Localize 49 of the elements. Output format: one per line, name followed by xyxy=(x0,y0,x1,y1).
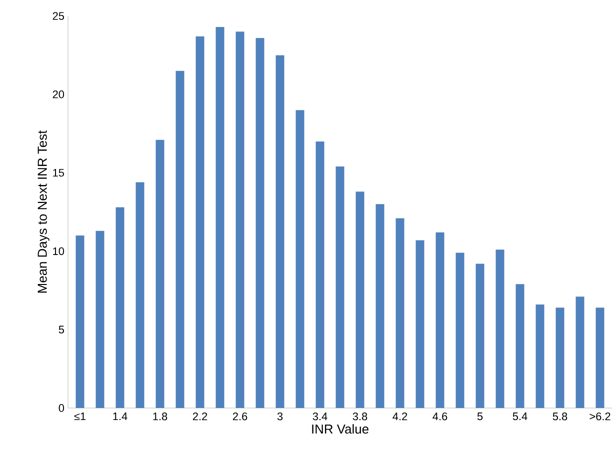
x-tick-label: 2.2 xyxy=(192,412,208,420)
x-tick-label: 3.8 xyxy=(352,412,368,420)
y-tick-label: 5 xyxy=(58,326,64,334)
bar xyxy=(376,204,384,408)
x-tick-label: 4.6 xyxy=(432,412,448,420)
x-tick-label: 3.4 xyxy=(312,412,328,420)
bar xyxy=(596,308,604,408)
y-tick-label: 20 xyxy=(52,90,64,98)
bar xyxy=(196,36,204,408)
x-tick-label: 2.6 xyxy=(232,412,248,420)
bar xyxy=(136,182,144,408)
bar xyxy=(516,284,524,408)
x-tick-label: 5.8 xyxy=(552,412,568,420)
x-tick-label: >6.2 xyxy=(590,412,610,420)
bar xyxy=(336,166,344,408)
bar xyxy=(296,110,304,408)
x-tick-label: 1.8 xyxy=(153,412,168,420)
bar xyxy=(556,308,564,408)
bar xyxy=(176,70,184,408)
x-tick-label: 1.4 xyxy=(113,412,128,420)
y-axis-title: Mean Days to Next INR Test xyxy=(38,130,50,293)
bar xyxy=(156,140,164,408)
x-axis-title: INR Value xyxy=(312,424,368,434)
bar xyxy=(416,240,424,408)
x-tick-label: 5 xyxy=(477,412,483,420)
x-tick-label: 5.4 xyxy=(512,412,528,420)
x-tick-label: 4.2 xyxy=(392,412,408,420)
bar xyxy=(436,232,444,408)
bar xyxy=(216,26,224,408)
bar xyxy=(96,230,104,408)
bar xyxy=(576,296,584,408)
y-tick-label: 25 xyxy=(52,12,64,20)
y-tick-label: 10 xyxy=(53,247,64,256)
bar xyxy=(316,141,324,408)
bar xyxy=(76,236,84,408)
bar xyxy=(476,264,484,408)
bar xyxy=(456,252,464,408)
y-tick-label: 0 xyxy=(58,404,64,412)
bar xyxy=(256,38,264,408)
x-tick-label: 3 xyxy=(277,412,283,420)
bar xyxy=(396,218,404,408)
bar xyxy=(536,304,544,408)
bar xyxy=(356,192,364,408)
bar xyxy=(276,55,284,408)
bar xyxy=(116,207,124,408)
bar xyxy=(236,32,244,408)
x-tick-label: ≤1 xyxy=(74,412,86,420)
y-tick-label: 15 xyxy=(53,168,64,177)
bar xyxy=(496,250,504,408)
